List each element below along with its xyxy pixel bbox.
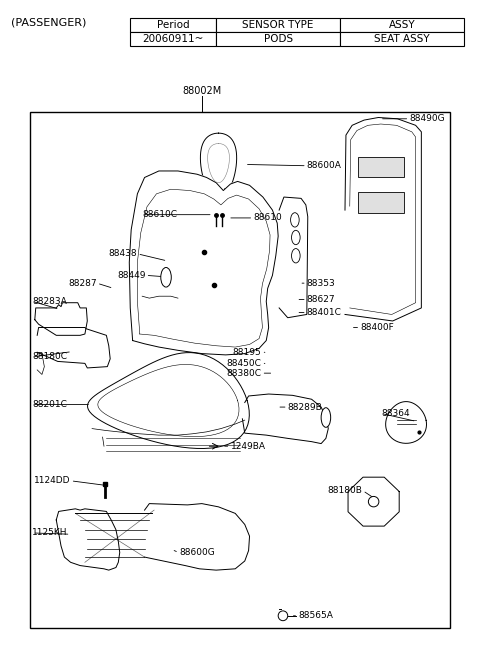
- FancyBboxPatch shape: [359, 157, 404, 178]
- Text: 1249BA: 1249BA: [230, 441, 265, 451]
- FancyBboxPatch shape: [130, 18, 216, 32]
- Text: 88490G: 88490G: [409, 114, 445, 123]
- FancyBboxPatch shape: [216, 18, 340, 32]
- Text: Period: Period: [157, 20, 190, 30]
- Polygon shape: [348, 477, 399, 526]
- Polygon shape: [385, 402, 427, 443]
- FancyBboxPatch shape: [130, 32, 216, 47]
- Text: 88401C: 88401C: [307, 308, 342, 317]
- Polygon shape: [129, 171, 278, 355]
- Text: 88610: 88610: [253, 214, 282, 223]
- Text: 88002M: 88002M: [182, 86, 221, 96]
- Text: 88180C: 88180C: [33, 352, 67, 362]
- Text: 88565A: 88565A: [298, 611, 333, 620]
- FancyBboxPatch shape: [340, 18, 464, 32]
- Text: 20060911~: 20060911~: [143, 34, 204, 45]
- Text: 88364: 88364: [382, 409, 410, 418]
- Polygon shape: [242, 394, 328, 443]
- Ellipse shape: [291, 231, 300, 245]
- Polygon shape: [345, 117, 421, 321]
- Polygon shape: [87, 352, 249, 449]
- Polygon shape: [35, 303, 87, 335]
- Text: 88450C: 88450C: [227, 359, 262, 368]
- Text: 88201C: 88201C: [33, 400, 67, 409]
- Text: 1124DD: 1124DD: [34, 476, 71, 485]
- Text: PODS: PODS: [264, 34, 293, 45]
- Polygon shape: [37, 328, 110, 368]
- Polygon shape: [279, 197, 308, 318]
- Text: 88449: 88449: [117, 271, 145, 280]
- Text: 88610C: 88610C: [142, 210, 177, 219]
- FancyBboxPatch shape: [340, 32, 464, 47]
- Ellipse shape: [321, 407, 331, 427]
- Text: 88287: 88287: [68, 278, 97, 288]
- Text: 88438: 88438: [109, 250, 137, 258]
- Text: 88195: 88195: [233, 348, 262, 357]
- Ellipse shape: [161, 267, 171, 287]
- Text: 88180B: 88180B: [328, 486, 363, 495]
- Text: 88600G: 88600G: [179, 548, 215, 557]
- Text: SEAT ASSY: SEAT ASSY: [374, 34, 430, 45]
- FancyBboxPatch shape: [359, 193, 404, 214]
- FancyBboxPatch shape: [216, 32, 340, 47]
- Text: ASSY: ASSY: [389, 20, 416, 30]
- Polygon shape: [144, 504, 250, 570]
- Ellipse shape: [278, 611, 288, 621]
- FancyBboxPatch shape: [30, 112, 450, 627]
- Ellipse shape: [290, 213, 299, 227]
- Ellipse shape: [291, 249, 300, 263]
- Text: 88400F: 88400F: [360, 323, 394, 332]
- Text: 88627: 88627: [307, 295, 336, 304]
- Text: 1125KH: 1125KH: [33, 529, 68, 538]
- Text: 88289B: 88289B: [288, 403, 323, 411]
- Text: 88600A: 88600A: [307, 161, 342, 170]
- Text: (PASSENGER): (PASSENGER): [11, 18, 86, 28]
- Text: 88380C: 88380C: [227, 369, 262, 378]
- Text: 88283A: 88283A: [33, 297, 67, 306]
- Text: SENSOR TYPE: SENSOR TYPE: [242, 20, 314, 30]
- Ellipse shape: [368, 496, 379, 507]
- Text: 88353: 88353: [307, 278, 336, 288]
- Polygon shape: [56, 509, 120, 570]
